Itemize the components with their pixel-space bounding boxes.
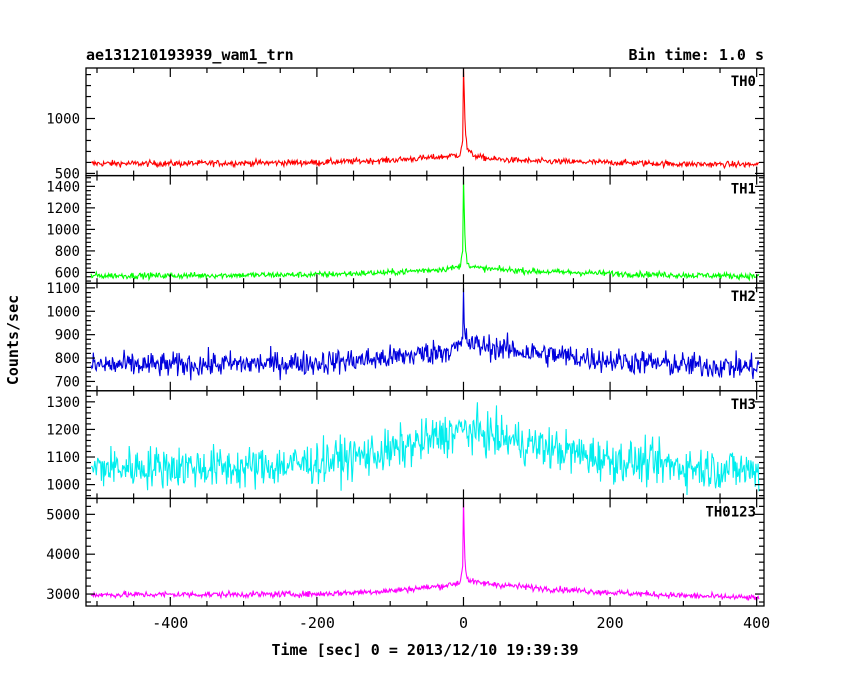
x-tick-label: -400 [152,614,188,632]
panel-th0123: 3000 4000 5000 TH0123 -400 -200 0 200 400 [46,497,770,632]
y-axis-label: Counts/sec [4,295,22,385]
x-tick-label: 0 [459,614,468,632]
series-line-th3 [90,402,760,496]
y-tick-label: 1000 [46,304,80,320]
panel-label-th2: TH2 [731,289,756,305]
y-tick-label: 4000 [46,547,80,563]
y-tick-label: 800 [55,351,80,367]
y-tick-label: 1400 [46,179,80,195]
x-tick-label: 200 [597,614,624,632]
panel-label-th0: TH0 [731,74,756,90]
y-tick-label: 900 [55,328,80,344]
panel-th2: 700 800 900 1000 1100 TH2 [46,281,765,392]
panel-th0: 500 1000 TH0 [46,67,765,182]
y-tick-label: 1100 [46,281,80,297]
panel-th3: 1000 1100 1200 1300 TH3 [46,390,765,500]
y-tick-label: 1200 [46,422,80,438]
panel-label-th1: TH1 [731,182,756,198]
panels-group: 500 1000 TH0 600 800 1000 1200 1400 TH1 700 800 900… [46,67,770,632]
panel-frame [85,174,765,284]
y-tick-label: 600 [55,265,80,281]
y-tick-label: 1000 [46,112,80,128]
x-tick-label: 400 [743,614,770,632]
y-tick-label: 3000 [46,587,80,603]
y-tick-label: 5000 [46,507,80,523]
y-tick-label: 500 [55,166,80,182]
chart-title: ae131210193939_wam1_trn [86,46,294,64]
x-tick-label: -200 [299,614,335,632]
y-tick-label: 1300 [46,395,80,411]
x-axis-label: Time [sec] 0 = 2013/12/10 19:39:39 [271,641,578,659]
y-tick-label: 1200 [46,201,80,217]
y-tick-label: 1000 [46,478,80,494]
series-line-th1 [90,177,760,282]
series-line-th0 [90,68,760,170]
y-tick-label: 1000 [46,222,80,238]
y-tick-label: 800 [55,244,80,260]
panel-frame [85,282,765,392]
series-line-th2 [90,287,760,381]
bin-time-label: Bin time: 1.0 s [628,46,764,64]
panel-frame [85,67,765,177]
y-tick-label: 700 [55,374,80,390]
panel-label-th0123: TH0123 [705,504,756,520]
panel-label-th3: TH3 [731,397,756,413]
panel-th1: 600 800 1000 1200 1400 TH1 [46,174,765,284]
panel-frame [85,497,765,607]
series-line-th0123 [90,498,760,601]
y-tick-label: 1100 [46,450,80,466]
